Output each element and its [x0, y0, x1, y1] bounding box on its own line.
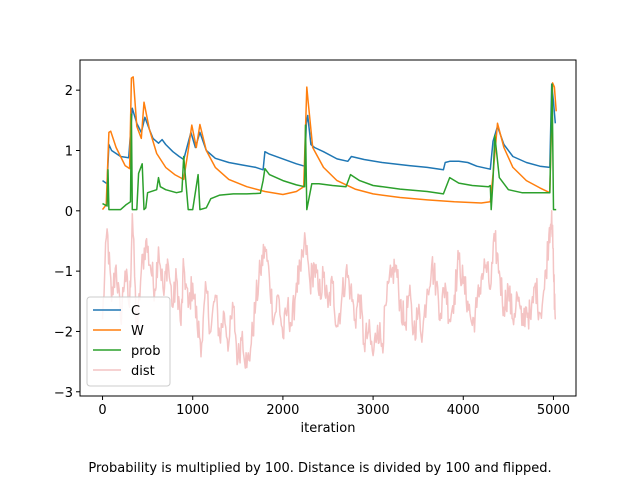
legend-box	[86, 296, 171, 387]
y-tick-label: −1	[54, 265, 73, 280]
x-tick-label: 0	[98, 403, 106, 418]
series-layer	[101, 76, 557, 369]
y-tick-label: 2	[65, 84, 73, 99]
y-tick-label: 0	[65, 205, 73, 220]
legend-label-C: C	[131, 304, 140, 319]
figure-caption: Probability is multiplied by 100. Distan…	[88, 461, 552, 476]
legend-label-dist: dist	[131, 364, 155, 379]
series-line-prob	[102, 83, 557, 211]
y-tick-label: 1	[65, 144, 73, 159]
x-tick-label: 5000	[537, 403, 570, 418]
x-axis-label: iteration	[301, 421, 356, 436]
x-tick-label: 2000	[266, 403, 299, 418]
x-tick-label: 1000	[176, 403, 209, 418]
legend-label-prob: prob	[131, 344, 161, 359]
y-tick-label: −3	[54, 386, 73, 401]
legend-label-W: W	[131, 324, 144, 339]
series-line-dist	[101, 210, 557, 369]
plot-area-frame	[79, 59, 577, 397]
x-tick-label: 4000	[447, 403, 480, 418]
axes-layer: 0 1000 2000 3000 4000 5000 −3 −2 −1 0 1 2	[54, 84, 570, 418]
x-tick-label: 3000	[357, 403, 390, 418]
y-tick-label: −2	[54, 325, 73, 340]
